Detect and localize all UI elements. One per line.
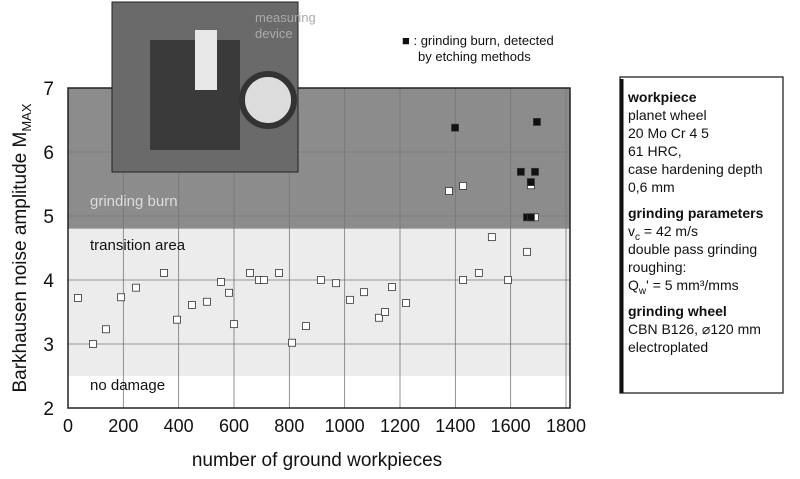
- y-tick-label: 4: [43, 271, 54, 292]
- legend-text: ■ : grinding burn, detected: [402, 33, 554, 48]
- info-text: Q: [628, 277, 639, 293]
- x-axis-label: number of ground workpieces: [192, 450, 442, 471]
- point: [504, 277, 511, 284]
- legend-text: by etching methods: [418, 49, 531, 64]
- point: [161, 269, 168, 276]
- y-axis-label: Barkhausen noise amplitude MMAX: [10, 103, 34, 392]
- point: [452, 124, 459, 131]
- info-line: 20 Mo Cr 4 5: [628, 125, 709, 141]
- y-label-sub: MAX: [19, 103, 34, 132]
- info-text: double pass grinding: [628, 241, 757, 257]
- point: [226, 289, 233, 296]
- info-line: 61 HRC,: [628, 143, 682, 159]
- point: [231, 321, 238, 328]
- point: [346, 296, 353, 303]
- point: [445, 188, 452, 195]
- point: [403, 300, 410, 307]
- info-text: planet wheel: [628, 107, 707, 123]
- point: [203, 298, 210, 305]
- region-label: no damage: [90, 377, 165, 394]
- point: [527, 179, 534, 186]
- info-line: case hardening depth: [628, 161, 763, 177]
- info-heading: grinding parameters: [628, 205, 764, 221]
- y-tick-label: 5: [43, 207, 54, 228]
- x-tick-label: 600: [219, 416, 249, 436]
- point: [533, 118, 540, 125]
- info-heading: workpiece: [627, 89, 697, 105]
- region-label: transition area: [90, 237, 186, 254]
- x-tick-label: 1000: [325, 416, 365, 436]
- chart: Barkhausen noise amplitude MMAX number o…: [0, 0, 800, 474]
- y-tick-label: 3: [43, 335, 54, 356]
- info-line: 0,6 mm: [628, 179, 675, 195]
- point: [302, 323, 309, 330]
- x-tick-label: 1400: [435, 416, 475, 436]
- info-line: planet wheel: [628, 107, 707, 123]
- info-line: double pass grinding: [628, 241, 757, 257]
- point: [188, 301, 195, 308]
- point: [247, 269, 254, 276]
- x-tick-label: 1200: [380, 416, 420, 436]
- region-label: grinding burn: [90, 193, 178, 210]
- info-text: 0,6 mm: [628, 179, 675, 195]
- info-text: = 42 m/s: [640, 223, 698, 239]
- info-text: case hardening depth: [628, 161, 763, 177]
- point: [527, 214, 534, 221]
- point: [276, 269, 283, 276]
- info-text: CBN B126, ⌀120 mm: [628, 321, 761, 337]
- x-tick-label: 1800: [546, 416, 586, 436]
- point: [118, 294, 125, 301]
- point: [174, 316, 181, 323]
- y-tick-label: 2: [43, 399, 54, 420]
- point: [133, 284, 140, 291]
- photo-caption: device: [255, 26, 293, 41]
- point: [488, 234, 495, 241]
- info-heading: grinding wheel: [628, 303, 727, 319]
- info-line: electroplated: [628, 339, 708, 355]
- y-tick-label: 6: [43, 143, 54, 164]
- point: [460, 277, 467, 284]
- point: [517, 168, 524, 175]
- info-text: roughing:: [628, 259, 686, 275]
- x-tick-label: 400: [164, 416, 194, 436]
- photo-shape: [242, 74, 294, 126]
- point: [260, 277, 267, 284]
- x-tick-label: 200: [108, 416, 138, 436]
- point: [460, 182, 467, 189]
- point: [289, 339, 296, 346]
- point: [475, 269, 482, 276]
- info-text: v: [628, 223, 635, 239]
- y-tick-label: 7: [43, 79, 54, 100]
- x-tick-label: 800: [274, 416, 304, 436]
- point: [388, 284, 395, 291]
- point: [333, 280, 340, 287]
- point: [89, 341, 96, 348]
- point: [217, 278, 224, 285]
- point: [317, 277, 324, 284]
- point: [361, 289, 368, 296]
- info-text: ' = 5 mm³/mms: [646, 277, 739, 293]
- y-label-text: Barkhausen noise amplitude M: [10, 132, 31, 393]
- photo-shape: [195, 30, 217, 90]
- info-line: CBN B126, ⌀120 mm: [628, 321, 761, 337]
- info-line: roughing:: [628, 259, 686, 275]
- x-tick-label: 1600: [491, 416, 531, 436]
- point: [532, 168, 539, 175]
- info-text: 61 HRC,: [628, 143, 682, 159]
- point: [382, 309, 389, 316]
- point: [102, 326, 109, 333]
- info-text: electroplated: [628, 339, 708, 355]
- photo-caption: measuring: [255, 10, 316, 25]
- x-tick-label: 0: [63, 416, 73, 436]
- point: [74, 294, 81, 301]
- info-text: 20 Mo Cr 4 5: [628, 125, 709, 141]
- point: [523, 248, 530, 255]
